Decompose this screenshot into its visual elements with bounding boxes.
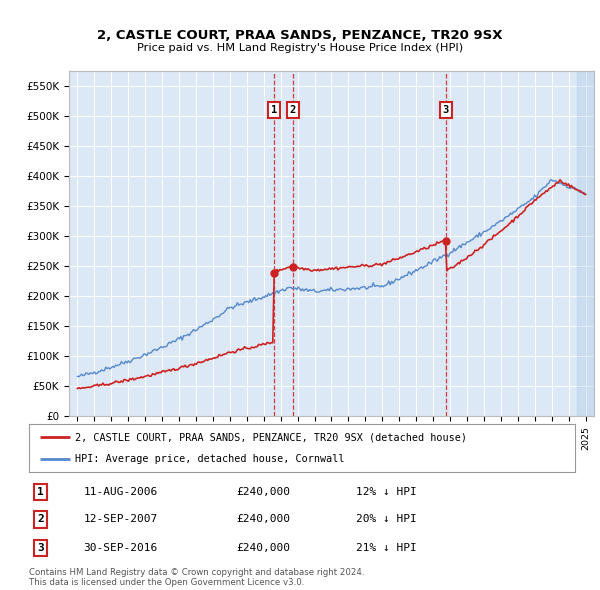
Text: £240,000: £240,000 [236, 487, 290, 497]
Text: Contains HM Land Registry data © Crown copyright and database right 2024.: Contains HM Land Registry data © Crown c… [29, 568, 364, 577]
Text: 30-SEP-2016: 30-SEP-2016 [83, 543, 158, 553]
Text: Price paid vs. HM Land Registry's House Price Index (HPI): Price paid vs. HM Land Registry's House … [137, 44, 463, 53]
Text: 21% ↓ HPI: 21% ↓ HPI [356, 543, 417, 553]
Text: £240,000: £240,000 [236, 543, 290, 553]
Text: 3: 3 [443, 105, 449, 115]
Text: 11-AUG-2006: 11-AUG-2006 [83, 487, 158, 497]
Text: 1: 1 [271, 105, 277, 115]
Text: 2, CASTLE COURT, PRAA SANDS, PENZANCE, TR20 9SX: 2, CASTLE COURT, PRAA SANDS, PENZANCE, T… [97, 29, 503, 42]
Text: 2: 2 [37, 514, 44, 525]
Text: £240,000: £240,000 [236, 514, 290, 525]
Text: 2, CASTLE COURT, PRAA SANDS, PENZANCE, TR20 9SX (detached house): 2, CASTLE COURT, PRAA SANDS, PENZANCE, T… [75, 432, 467, 442]
Text: 12-SEP-2007: 12-SEP-2007 [83, 514, 158, 525]
Text: HPI: Average price, detached house, Cornwall: HPI: Average price, detached house, Corn… [75, 454, 345, 464]
Text: This data is licensed under the Open Government Licence v3.0.: This data is licensed under the Open Gov… [29, 578, 304, 587]
Text: 3: 3 [37, 543, 44, 553]
Text: 20% ↓ HPI: 20% ↓ HPI [356, 514, 417, 525]
Text: 12% ↓ HPI: 12% ↓ HPI [356, 487, 417, 497]
Text: 2: 2 [289, 105, 296, 115]
Text: 1: 1 [37, 487, 44, 497]
